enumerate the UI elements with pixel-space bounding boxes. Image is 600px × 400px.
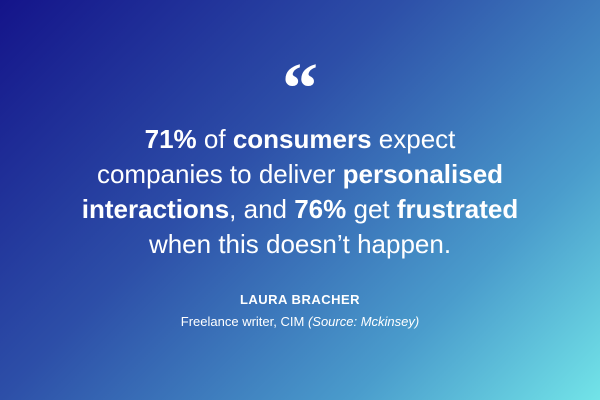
quote-mark: “ xyxy=(282,48,318,128)
quote-line: interactions, and 76% get frustrated xyxy=(0,192,600,227)
author-role: Freelance writer, CIM (Source: Mckinsey) xyxy=(0,314,600,329)
quote-segment: , and xyxy=(229,194,295,224)
quote-line: companies to deliver personalised xyxy=(0,157,600,192)
author-name: LAURA BRACHER xyxy=(239,292,361,307)
quote-segment: of xyxy=(196,124,233,154)
quote-emphasis: personalised xyxy=(342,159,504,189)
quote-emphasis: interactions xyxy=(81,194,230,224)
role: Freelance writer, CIM xyxy=(180,314,305,329)
quote-emphasis: frustrated xyxy=(396,194,519,224)
quote-text: 71% of consumers expect companies to deli… xyxy=(0,122,600,262)
quote-segment: expect xyxy=(371,124,456,154)
quote-emphasis: 71% xyxy=(144,124,197,154)
quote-line: when this doesn’t happen. xyxy=(0,227,600,262)
quote-line: 71% of consumers expect xyxy=(0,122,600,157)
quote-emphasis: 76% xyxy=(294,194,347,224)
quote-segment: companies to deliver xyxy=(96,159,343,189)
quote-emphasis: consumers xyxy=(232,124,372,154)
quote-segment: get xyxy=(346,194,397,224)
source: (Source: Mckinsey) xyxy=(307,314,420,329)
quote-segment: when this doesn’t happen. xyxy=(148,229,452,259)
